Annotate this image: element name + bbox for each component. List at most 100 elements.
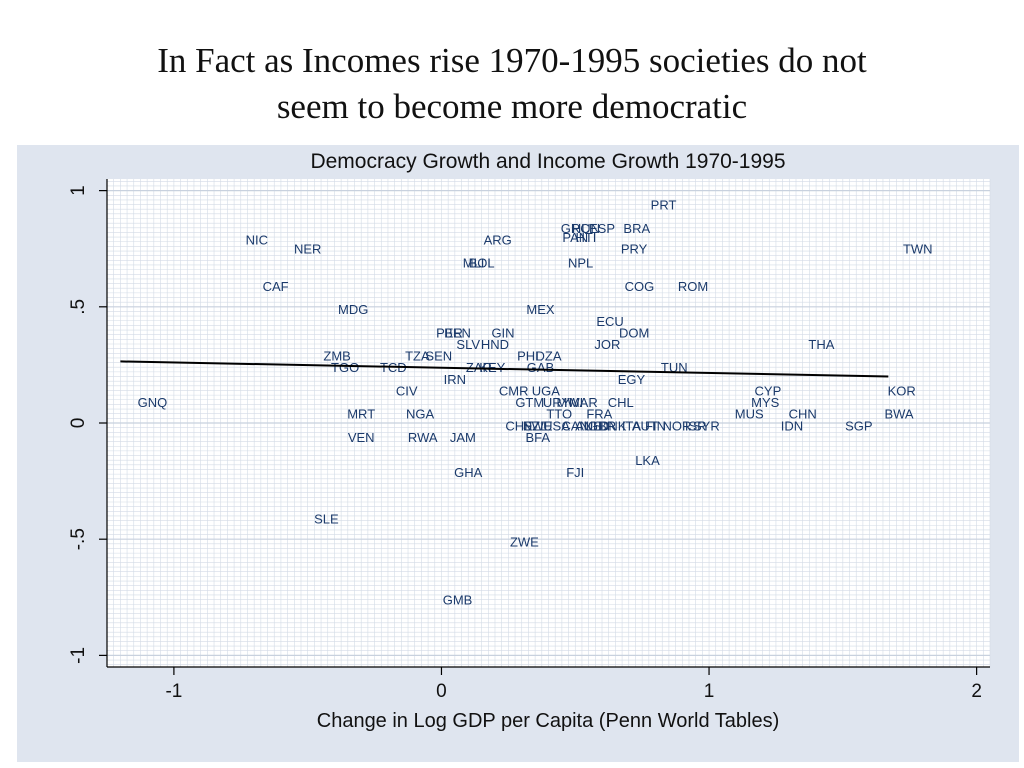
point-label-bwa: BWA (884, 407, 913, 422)
point-label-mus: MUS (735, 407, 764, 422)
point-label-gmb: GMB (443, 593, 473, 608)
point-label-phl: PHL (517, 349, 542, 364)
y-tick-label: -1 (68, 647, 89, 664)
point-label-twn: TWN (903, 242, 933, 257)
point-label-isr: ISR (685, 418, 707, 433)
point-label-bfa: BFA (526, 430, 551, 445)
point-label-hun: HUN (572, 221, 600, 236)
point-label-mwi: MWI (557, 395, 584, 410)
point-label-idn: IDN (781, 418, 803, 433)
point-label-lka: LKA (635, 453, 660, 468)
point-label-che: CHE (505, 418, 533, 433)
point-label-ben: BEN (444, 325, 471, 340)
fit-line-group (120, 360, 889, 378)
point-label-fin: FIN (645, 418, 666, 433)
slide-title: In Fact as Incomes rise 1970-1995 societ… (0, 38, 1024, 130)
x-tick-label: -1 (165, 681, 182, 702)
point-label-gtm: GTM (515, 395, 544, 410)
point-label-syr: SYR (693, 418, 720, 433)
y-tick-label: 1 (68, 185, 89, 196)
point-label-dnk: DNK (599, 418, 627, 433)
point-label-tza: TZA (405, 349, 430, 364)
point-label-dom: DOM (619, 325, 649, 340)
point-label-sen: SEN (425, 349, 452, 364)
point-label-kor: KOR (888, 383, 916, 398)
chart-title: Democracy Growth and Income Growth 1970-… (310, 150, 785, 173)
point-label-fra: FRA (586, 407, 612, 422)
point-label-zmb: ZMB (323, 349, 350, 364)
point-label-gbr: GBR (588, 418, 616, 433)
y-tick-label: 0 (68, 418, 89, 429)
point-label-jor: JOR (594, 337, 620, 352)
point-label-bra: BRA (623, 221, 650, 236)
point-label-rom: ROM (678, 279, 708, 294)
point-label-gnq: GNQ (138, 395, 168, 410)
point-label-per: PER (436, 325, 463, 340)
point-label-sgp: SGP (845, 418, 872, 433)
point-label-ita: ITA (622, 418, 642, 433)
point-label-pry: PRY (621, 242, 648, 257)
grid (106, 179, 991, 667)
y-tick-label: .5 (68, 299, 89, 315)
point-label-usa: USA (543, 418, 570, 433)
point-label-esp: ESP (589, 221, 615, 236)
point-label-irn: IRN (444, 372, 466, 387)
point-label-aut: AUT (632, 418, 658, 433)
point-label-tha: THA (808, 337, 834, 352)
point-label-ven: VEN (348, 430, 375, 445)
point-label-caf: CAF (263, 279, 289, 294)
point-label-civ: CIV (396, 383, 418, 398)
point-label-mdg: MDG (338, 302, 368, 317)
point-label-mys: MYS (751, 395, 780, 410)
point-label-ury: URY (543, 395, 571, 410)
x-tick-label: 0 (436, 681, 447, 702)
point-label-rwa: RWA (408, 430, 438, 445)
point-label-fji: FJI (566, 465, 584, 480)
point-label-dza: DZA (536, 349, 562, 364)
point-label-mli: MLI (463, 256, 485, 271)
point-label-gab: GAB (527, 360, 554, 375)
point-label-sle: SLE (314, 511, 339, 526)
point-label-mar: MAR (569, 395, 598, 410)
point-label-grc: GRC (561, 221, 590, 236)
slide-title-line-1: In Fact as Incomes rise 1970-1995 societ… (157, 41, 867, 80)
fit-line (120, 360, 889, 378)
y-tick-label: -.5 (68, 528, 89, 550)
point-label-nld: NLD (584, 418, 610, 433)
point-label-mrt: MRT (347, 407, 375, 422)
x-tick-label: 1 (704, 681, 715, 702)
point-label-key: KEY (479, 360, 505, 375)
tick-labels: -1 0 1 2 -1 -.5 0 .5 1 (68, 185, 982, 702)
axes (99, 179, 990, 675)
point-label-npl: NPL (568, 256, 593, 271)
point-label-ecu: ECU (596, 314, 623, 329)
point-label-bol: BOL (469, 256, 495, 271)
point-label-nzl: NZL (523, 418, 548, 433)
point-label-jam: JAM (450, 430, 476, 445)
point-label-cog: COG (625, 279, 655, 294)
point-label-ner: NER (294, 242, 321, 257)
point-label-egy: EGY (618, 372, 646, 387)
point-label-prt: PRT (651, 198, 677, 213)
point-label-hnd: HND (481, 337, 509, 352)
point-label-nor: NOR (662, 418, 691, 433)
point-label-nic: NIC (246, 232, 268, 247)
point-label-tgo: TGO (331, 360, 359, 375)
point-label-gha: GHA (454, 465, 483, 480)
x-axis-title: Change in Log GDP per Capita (Penn World… (317, 710, 780, 732)
point-label-cyp: CYP (755, 383, 782, 398)
point-label-nga: NGA (406, 407, 435, 422)
point-label-zwe: ZWE (510, 535, 539, 550)
point-label-chl: CHL (608, 395, 634, 410)
point-label-cmr: CMR (499, 383, 529, 398)
point-label-aus: AUS (575, 418, 602, 433)
point-label-can: CAN (562, 418, 589, 433)
point-label-arg: ARG (484, 232, 512, 247)
point-label-chn: CHN (789, 407, 817, 422)
point-label-uga: UGA (532, 383, 561, 398)
point-label-mex: MEX (526, 302, 555, 317)
point-label-swe: SWE (523, 418, 553, 433)
x-tick-label: 2 (971, 681, 982, 702)
